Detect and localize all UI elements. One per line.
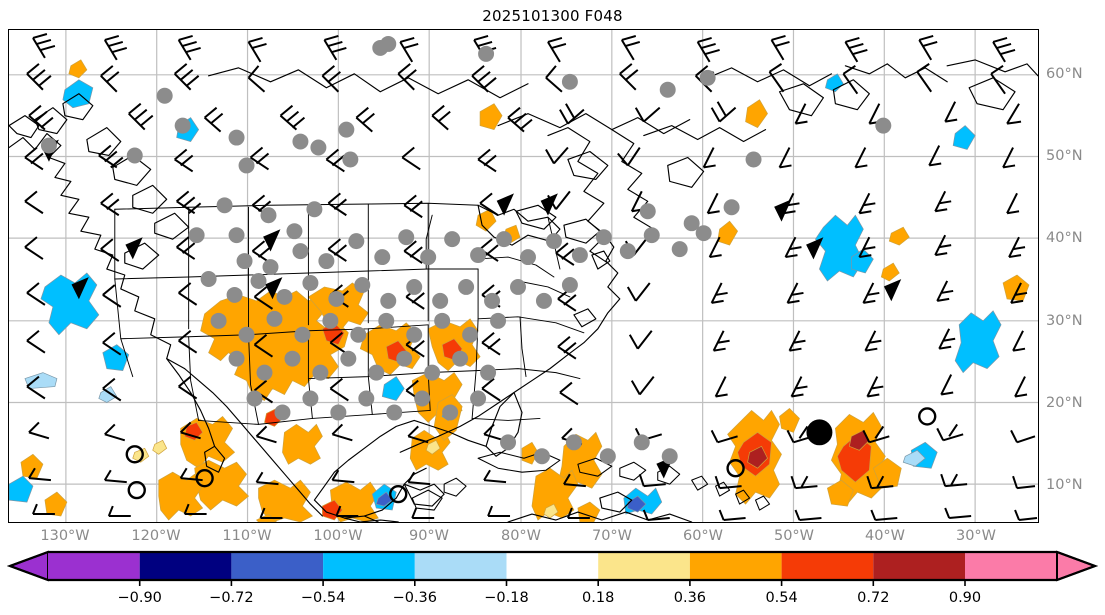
lon-tick-70w: 70°W — [591, 528, 633, 544]
colorbar-swatches — [6, 550, 1099, 586]
colorbar-tick--0.72: −0.72 — [209, 590, 254, 606]
lon-tick-90w: 90°W — [408, 528, 450, 544]
lon-tick-110w: 110°W — [222, 528, 272, 544]
colorbar-tick-0.18: 0.18 — [582, 590, 615, 606]
lat-tick-40n: 40°N — [1046, 230, 1083, 246]
colorbar-tick-0.36: 0.36 — [673, 590, 707, 606]
low-marker — [195, 469, 214, 488]
shaded-anomaly-field — [9, 59, 1030, 522]
lat-tick-10n: 10°N — [1046, 477, 1083, 493]
low-marker — [918, 407, 937, 426]
cyclone-marker — [806, 419, 833, 446]
colorbar-under-arrow — [7, 550, 49, 582]
colorbar-tick--0.90: −0.90 — [117, 590, 162, 606]
low-marker — [125, 445, 144, 464]
lon-tick-30w: 30°W — [955, 528, 997, 544]
lon-tick-100w: 100°W — [313, 528, 363, 544]
colorbar-tick-0.54: 0.54 — [765, 590, 798, 606]
lon-tick-60w: 60°W — [682, 528, 724, 544]
low-marker — [726, 459, 745, 478]
lon-tick-130w: 130°W — [40, 528, 90, 544]
lon-tick-120w: 120°W — [131, 528, 181, 544]
map-plot-area — [8, 29, 1039, 523]
station-dot-layer — [40, 35, 892, 465]
lat-tick-60n: 60°N — [1046, 66, 1083, 82]
coastlines-and-borders — [9, 59, 1038, 522]
low-marker — [127, 480, 146, 500]
lat-tick-50n: 50°N — [1046, 148, 1083, 164]
colorbar-tick--0.36: −0.36 — [392, 590, 438, 606]
chart-title: 2025101300 F048 — [482, 7, 623, 25]
lon-tick-40w: 40°W — [864, 528, 906, 544]
colorbar-tick--0.54: −0.54 — [300, 590, 346, 606]
lon-tick-80w: 80°W — [500, 528, 542, 544]
low-marker — [389, 484, 408, 504]
colorbar-tick--0.18: −0.18 — [484, 590, 529, 606]
colorbar-tick-0.72: 0.72 — [857, 590, 890, 606]
colorbar: −0.90 −0.72 −0.54 −0.36 −0.18 0.18 0.36 … — [0, 550, 1105, 615]
lon-tick-50w: 50°W — [773, 528, 815, 544]
map-canvas — [9, 30, 1038, 522]
colorbar-tick-0.90: 0.90 — [948, 590, 982, 606]
lat-tick-20n: 20°N — [1046, 395, 1083, 411]
lat-tick-30n: 30°N — [1046, 313, 1083, 329]
pressure-marker-layer — [125, 407, 937, 504]
colorbar-over-arrow — [1056, 550, 1098, 582]
wind-barb-layer — [24, 33, 1038, 521]
